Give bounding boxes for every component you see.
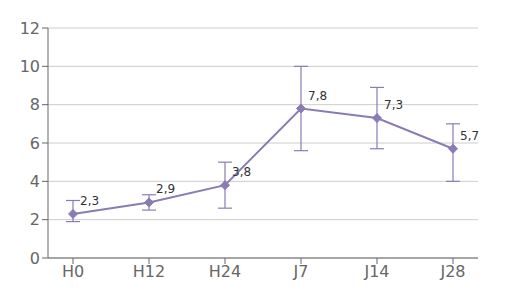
svg-text:H0: H0 <box>62 262 84 281</box>
svg-text:2,9: 2,9 <box>156 182 175 196</box>
svg-text:5,7: 5,7 <box>460 129 479 143</box>
svg-text:J28: J28 <box>439 262 465 281</box>
svg-text:0: 0 <box>30 249 40 268</box>
svg-text:12: 12 <box>20 19 40 38</box>
svg-text:7,8: 7,8 <box>308 89 327 103</box>
svg-text:J7: J7 <box>293 262 309 281</box>
svg-text:7,3: 7,3 <box>384 98 403 112</box>
svg-text:8: 8 <box>30 95 40 114</box>
svg-text:2,3: 2,3 <box>80 194 99 208</box>
svg-text:H24: H24 <box>209 262 241 281</box>
svg-text:H12: H12 <box>133 262 165 281</box>
svg-text:2: 2 <box>30 210 40 229</box>
svg-text:10: 10 <box>20 57 40 76</box>
svg-text:6: 6 <box>30 134 40 153</box>
svg-text:J14: J14 <box>363 262 389 281</box>
svg-text:4: 4 <box>30 172 40 191</box>
svg-text:3,8: 3,8 <box>232 165 251 179</box>
